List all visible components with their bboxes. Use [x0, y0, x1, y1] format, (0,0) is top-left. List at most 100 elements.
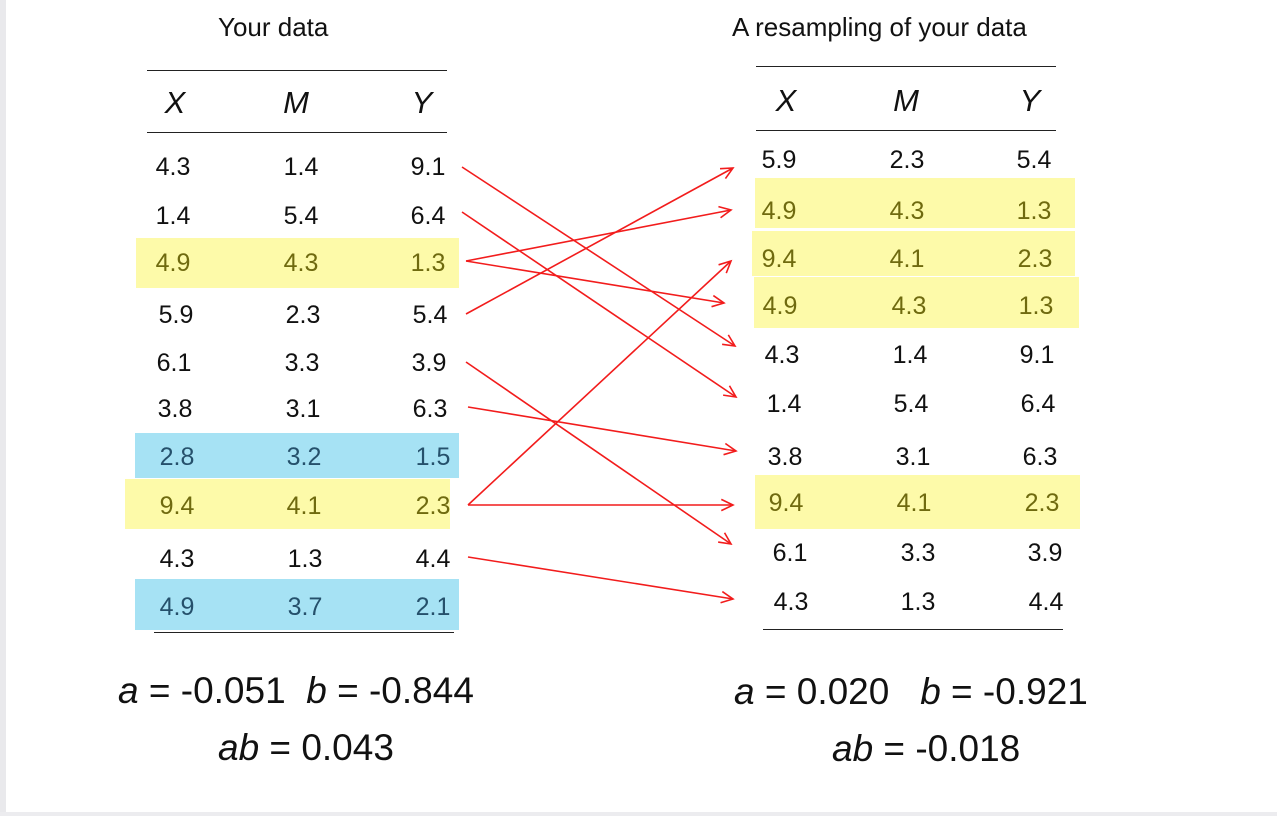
table-rule-header — [756, 130, 1056, 131]
ab-symbol: ab — [218, 727, 260, 768]
cell: 4.1 — [889, 245, 925, 273]
left-title: Your data — [218, 12, 329, 42]
cell: 9.4 — [768, 489, 804, 517]
cell: 2.3 — [285, 301, 321, 329]
cell: 4.3 — [283, 249, 319, 277]
right-title: A resampling of your data — [732, 12, 1027, 42]
cell: 3.3 — [900, 539, 936, 567]
cell: 3.3 — [284, 349, 320, 377]
mapping-arrow — [461, 211, 737, 398]
highlight-yellow — [125, 479, 450, 529]
arrowhead — [720, 590, 735, 604]
cell: 3.8 — [767, 443, 803, 471]
column-header-x: X — [164, 85, 186, 120]
arrowhead — [711, 294, 726, 308]
a-value: = 0.020 — [754, 671, 890, 712]
cell: 2.1 — [415, 593, 451, 621]
cell: 4.4 — [1028, 588, 1064, 616]
cell: 9.1 — [410, 153, 446, 181]
highlight-yellow — [136, 238, 459, 288]
highlight-blue — [135, 579, 459, 630]
b-symbol: b — [920, 671, 941, 712]
mapping-arrow — [465, 209, 732, 262]
table-rule-top — [756, 66, 1056, 67]
highlight-yellow — [752, 231, 1075, 276]
cell: 3.1 — [895, 443, 931, 471]
arrowhead — [723, 442, 738, 456]
cell: 2.3 — [1017, 245, 1053, 273]
right-stats-ab-coeffs: a = 0.020 b = -0.921 — [734, 671, 1088, 713]
cell: 3.2 — [286, 443, 322, 471]
mapping-arrow — [467, 406, 737, 452]
cell: 1.3 — [1018, 292, 1054, 320]
cell: 1.4 — [766, 390, 802, 418]
cell: 1.4 — [892, 341, 928, 369]
b-value: = -0.844 — [326, 670, 474, 711]
cell: 5.9 — [158, 301, 194, 329]
cell: 4.3 — [155, 153, 191, 181]
table-rule-bottom — [154, 632, 454, 633]
cell: 6.1 — [156, 349, 192, 377]
cell: 3.1 — [285, 395, 321, 423]
mapping-arrow — [467, 556, 734, 600]
cell: 3.9 — [411, 349, 447, 377]
cell: 5.4 — [412, 301, 448, 329]
cell: 1.4 — [283, 153, 319, 181]
cell: 3.9 — [1027, 539, 1063, 567]
b-value: = -0.921 — [940, 671, 1088, 712]
ab-value: = 0.043 — [259, 727, 394, 768]
mapping-arrow — [465, 260, 725, 304]
column-header-y: Y — [1019, 83, 1041, 118]
cell: 4.9 — [159, 593, 195, 621]
cell: 4.3 — [889, 197, 925, 225]
cell: 2.8 — [159, 443, 195, 471]
arrowhead — [718, 259, 733, 274]
right-stats-ab-product: ab = -0.018 — [832, 728, 1020, 770]
cell: 6.3 — [412, 395, 448, 423]
mapping-arrow — [467, 260, 732, 506]
cell: 4.3 — [159, 545, 195, 573]
cell: 4.9 — [155, 249, 191, 277]
column-header-m: M — [283, 85, 309, 120]
a-value: = -0.051 — [138, 670, 286, 711]
mapping-arrow — [465, 167, 734, 315]
cell: 6.3 — [1022, 443, 1058, 471]
column-header-y: Y — [411, 85, 433, 120]
cell: 4.9 — [762, 292, 798, 320]
a-symbol: a — [734, 671, 755, 712]
cell: 4.3 — [773, 588, 809, 616]
cell: 1.3 — [900, 588, 936, 616]
mapping-arrow — [461, 166, 736, 347]
highlight-yellow — [755, 178, 1075, 228]
cell: 4.1 — [286, 492, 322, 520]
cell: 4.1 — [896, 489, 932, 517]
cell: 5.4 — [1016, 146, 1052, 174]
arrowhead — [720, 498, 735, 512]
table-rule-header — [147, 132, 447, 133]
cell: 4.4 — [415, 545, 451, 573]
cell: 4.9 — [761, 197, 797, 225]
column-header-m: M — [893, 83, 919, 118]
cell: 1.5 — [415, 443, 451, 471]
left-stats-ab-coeffs: a = -0.051 b = -0.844 — [118, 670, 474, 712]
cell: 4.3 — [891, 292, 927, 320]
cell: 5.4 — [893, 390, 929, 418]
cell: 9.1 — [1019, 341, 1055, 369]
a-symbol: a — [118, 670, 139, 711]
highlight-yellow — [755, 475, 1080, 529]
arrowhead — [718, 532, 733, 546]
cell: 2.3 — [889, 146, 925, 174]
cell: 1.3 — [1016, 197, 1052, 225]
cell: 9.4 — [761, 245, 797, 273]
mapping-arrow — [465, 361, 732, 545]
cell: 5.9 — [761, 146, 797, 174]
left-stats-ab-product: ab = 0.043 — [218, 727, 394, 769]
cell: 6.4 — [410, 202, 446, 230]
cell: 3.7 — [287, 593, 323, 621]
cell: 2.3 — [1024, 489, 1060, 517]
arrowhead — [723, 385, 738, 399]
column-header-x: X — [775, 83, 797, 118]
cell: 9.4 — [159, 492, 195, 520]
